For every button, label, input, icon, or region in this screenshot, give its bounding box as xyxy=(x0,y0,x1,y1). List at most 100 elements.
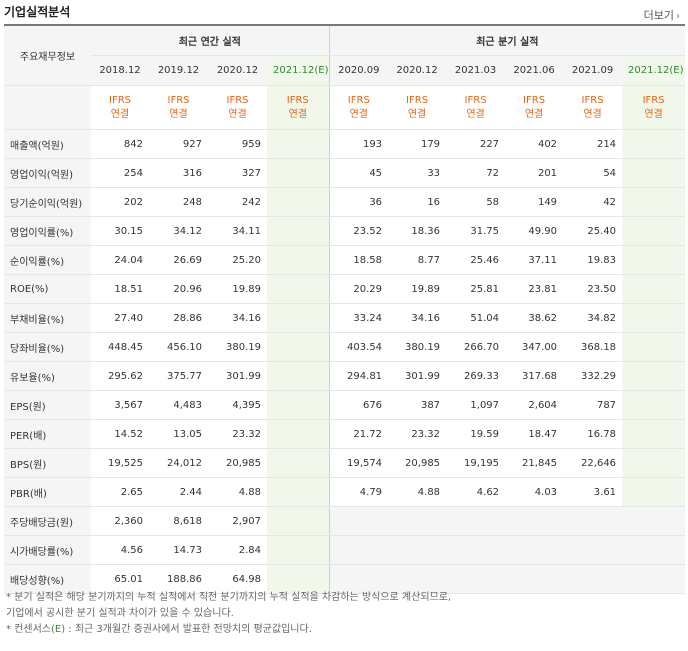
quarter-value: 19.89 xyxy=(388,274,447,304)
table-row: 영업이익(억원) 254 316 327 45 33 72 201 54 xyxy=(4,158,686,188)
quarter-value: 4.88 xyxy=(388,477,447,507)
ifrs-label: IFRS xyxy=(642,94,665,106)
quarter-value xyxy=(622,245,686,275)
quarter-value: 1,097 xyxy=(446,390,506,420)
empty-cell xyxy=(505,535,564,565)
empty-cell xyxy=(446,535,506,565)
annual-value: 188.86 xyxy=(149,564,208,594)
row-label: ROE(%) xyxy=(4,274,91,304)
annual-value xyxy=(267,245,330,275)
row-label: 당기순이익(억원) xyxy=(4,187,91,217)
quarter-value xyxy=(622,187,686,217)
empty-cell xyxy=(563,506,623,536)
quarter-value: 58 xyxy=(446,187,506,217)
quarter-value: 23.50 xyxy=(563,274,623,304)
annual-group-label: 최근 연간 실적 xyxy=(91,25,330,56)
empty-cell xyxy=(622,506,686,536)
quarter-value: 25.46 xyxy=(446,245,506,275)
quarter-value: 4.79 xyxy=(328,477,389,507)
financial-table: 주요재무정보 최근 연간 실적 최근 분기 실적 2018.12 2019.12 2… xyxy=(4,24,686,594)
quarter-value: 21.72 xyxy=(328,419,389,449)
period-header: 2021.06 xyxy=(505,55,564,86)
quarter-value: 266.70 xyxy=(446,332,506,362)
ifrs-row-head xyxy=(4,85,91,130)
table-row: 매출액(억원) 842 927 959 193 179 227 402 214 xyxy=(4,129,686,159)
annual-value: 2.44 xyxy=(149,477,208,507)
annual-value: 2,907 xyxy=(208,506,267,536)
quarter-value: 54 xyxy=(563,158,623,188)
ifrs-cell: IFRS 연결 xyxy=(505,85,564,130)
quarter-value: 38.62 xyxy=(505,303,564,333)
annual-value xyxy=(267,158,330,188)
quarter-value: 179 xyxy=(388,129,447,159)
quarter-value: 269.33 xyxy=(446,361,506,391)
annual-value: 20,985 xyxy=(208,448,267,478)
quarter-value: 23.32 xyxy=(388,419,447,449)
annual-value: 4,395 xyxy=(208,390,267,420)
row-label: 당좌비율(%) xyxy=(4,332,91,362)
annual-value: 25.20 xyxy=(208,245,267,275)
period-header: 2021.03 xyxy=(446,55,506,86)
table-row: 주당배당금(원) 2,360 8,618 2,907 xyxy=(4,506,686,536)
empty-cell xyxy=(563,535,623,565)
quarter-value: 4.62 xyxy=(446,477,506,507)
annual-value: 2.84 xyxy=(208,535,267,565)
annual-value: 4.56 xyxy=(91,535,149,565)
annual-value xyxy=(267,361,330,391)
annual-value: 13.05 xyxy=(149,419,208,449)
table-row: ROE(%) 18.51 20.96 19.89 20.29 19.89 25.81 23.8… xyxy=(4,274,686,304)
row-label: PBR(배) xyxy=(4,477,91,507)
quarter-value: 19,195 xyxy=(446,448,506,478)
annual-value xyxy=(267,187,330,217)
quarter-value xyxy=(622,274,686,304)
ifrs-cell: IFRS 연결 xyxy=(328,85,389,130)
period-header: 2018.12 xyxy=(91,55,149,86)
quarter-value: 42 xyxy=(563,187,623,217)
more-link[interactable]: 더보기 › xyxy=(644,7,680,23)
annual-value xyxy=(267,390,330,420)
quarter-value: 25.81 xyxy=(446,274,506,304)
quarter-value: 45 xyxy=(328,158,389,188)
annual-value: 2,360 xyxy=(91,506,149,536)
row-label: EPS(원) xyxy=(4,390,91,420)
quarter-value: 18.58 xyxy=(328,245,389,275)
quarter-value: 8.77 xyxy=(388,245,447,275)
quarter-value: 2,604 xyxy=(505,390,564,420)
annual-value: 34.16 xyxy=(208,303,267,333)
quarter-value: 31.75 xyxy=(446,216,506,246)
quarter-value xyxy=(622,303,686,333)
ifrs-label: IFRS xyxy=(581,94,604,106)
chevron-right-icon: › xyxy=(676,11,680,22)
annual-value: 448.45 xyxy=(91,332,149,362)
more-label: 더보기 xyxy=(643,9,674,22)
annual-value: 248 xyxy=(149,187,208,217)
ifrs-cell: IFRS 연결 xyxy=(149,85,208,130)
footnote-3: * 컨센서스(E) : 최근 3개월간 증권사에서 발표한 전망치의 평균값입니… xyxy=(6,622,451,638)
quarter-value xyxy=(622,361,686,391)
period-header: 2020.12 xyxy=(208,55,267,86)
row-label: 순이익률(%) xyxy=(4,245,91,275)
quarter-value: 33 xyxy=(388,158,447,188)
quarter-value: 34.16 xyxy=(388,303,447,333)
table-row: 당기순이익(억원) 202 248 242 36 16 58 149 42 xyxy=(4,187,686,217)
period-header: 2020.12 xyxy=(388,55,447,86)
annual-value: 295.62 xyxy=(91,361,149,391)
table-row: PER(배) 14.52 13.05 23.32 21.72 23.32 19.59 18.4… xyxy=(4,419,686,449)
quarter-value: 16 xyxy=(388,187,447,217)
annual-value: 375.77 xyxy=(149,361,208,391)
annual-value xyxy=(267,477,330,507)
quarter-value xyxy=(622,129,686,159)
period-header: 2020.09 xyxy=(328,55,389,86)
quarter-value: 294.81 xyxy=(328,361,389,391)
consolidated-label: 연결 xyxy=(288,108,307,120)
annual-value xyxy=(267,129,330,159)
quarter-value: 676 xyxy=(328,390,389,420)
annual-value: 8,618 xyxy=(149,506,208,536)
quarter-value: 51.04 xyxy=(446,303,506,333)
table-row: 당좌비율(%) 448.45 456.10 380.19 403.54 380.19 266… xyxy=(4,332,686,362)
annual-value: 19,525 xyxy=(91,448,149,478)
footnote-2: 기업에서 공시한 분기 실적과 차이가 있을 수 있습니다. xyxy=(6,608,234,619)
annual-value: 14.52 xyxy=(91,419,149,449)
ifrs-label: IFRS xyxy=(347,94,370,106)
quarter-value: 20.29 xyxy=(328,274,389,304)
